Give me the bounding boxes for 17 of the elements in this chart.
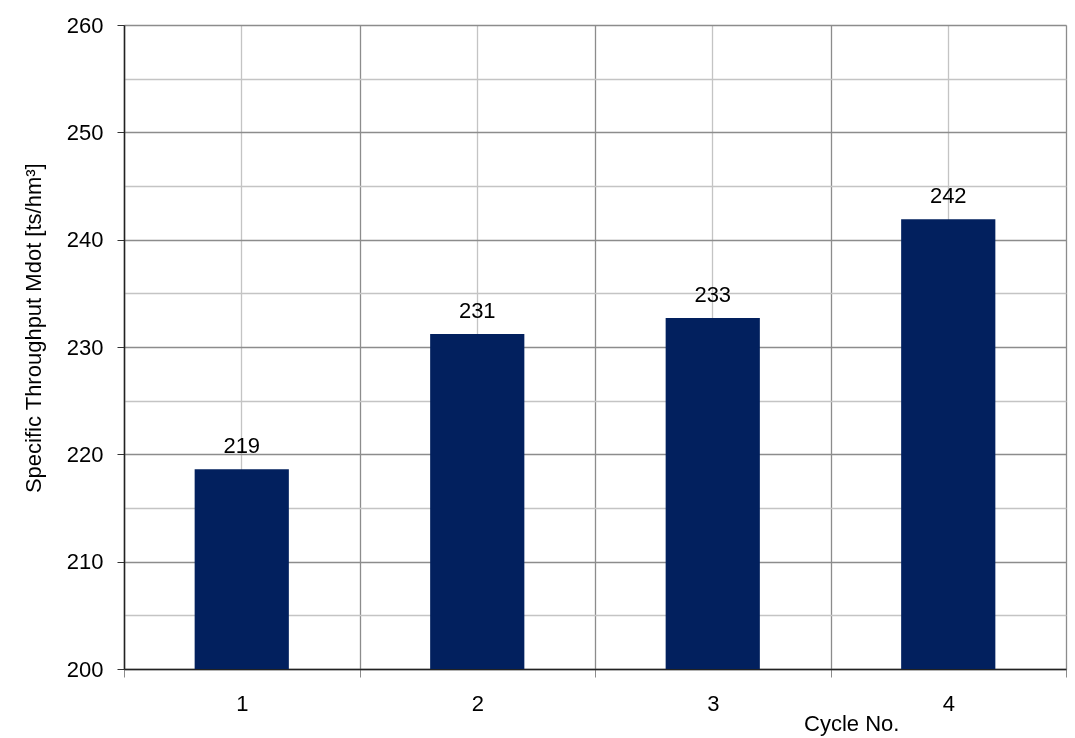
- x-tick-label: 3: [707, 690, 720, 716]
- x-tick-label: 4: [942, 690, 955, 716]
- data-label: 233: [694, 282, 732, 308]
- data-label: 219: [223, 433, 261, 459]
- data-label: 231: [458, 298, 496, 324]
- y-tick-label: 210: [66, 549, 104, 575]
- y-tick-label: 230: [66, 334, 104, 360]
- x-tick-label: 1: [236, 690, 249, 716]
- y-tick-label: 240: [66, 227, 104, 253]
- y-tick-label: 220: [66, 441, 104, 467]
- y-axis-title: Specific Throughput Mdot [ts/hm³]: [20, 163, 46, 494]
- x-tick-label: 2: [471, 690, 484, 716]
- x-axis-title: Cycle No.: [804, 710, 900, 736]
- y-tick-label: 250: [66, 119, 104, 145]
- y-tick-label: 260: [66, 12, 104, 38]
- y-tick-label: 200: [66, 656, 104, 682]
- data-label: 242: [929, 183, 967, 209]
